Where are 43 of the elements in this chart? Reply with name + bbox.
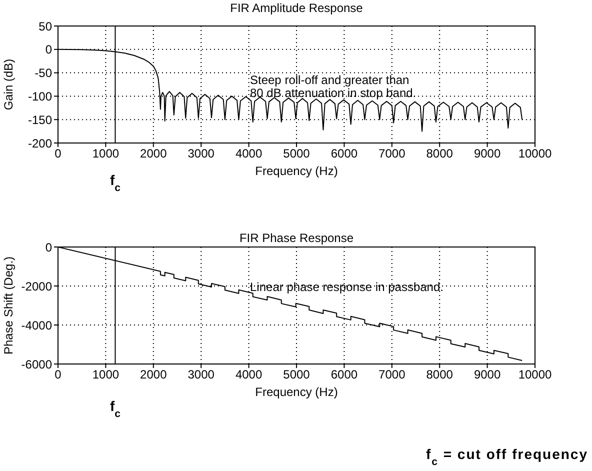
x-tick-label: 3000 (188, 368, 215, 382)
x-tick-label: 1000 (92, 146, 120, 161)
y-tick-label: -100 (28, 89, 52, 104)
chart-title: FIR Amplitude Response (230, 1, 364, 15)
x-axis-title: Frequency (Hz) (255, 164, 338, 178)
x-tick-label: 2000 (140, 368, 168, 382)
y-axis-title: Gain (dB) (1, 58, 16, 110)
x-tick-label: 6000 (330, 146, 358, 161)
x-tick-label: 5000 (283, 146, 310, 161)
x-tick-label: 10000 (518, 368, 552, 382)
annotation: Linear phase response in passband. (250, 280, 444, 294)
x-tick-label: 10000 (518, 146, 552, 161)
y-tick-label: -6000 (21, 357, 52, 372)
y-tick-label: -200 (28, 136, 52, 150)
x-tick-label: 0 (54, 146, 62, 161)
y-tick-label: 0 (45, 42, 52, 57)
x-tick-label: 7000 (378, 146, 406, 161)
x-tick-label: 5000 (283, 368, 310, 382)
x-tick-label: 6000 (330, 368, 358, 382)
y-axis-title: Phase Shift (Deg.) (1, 256, 16, 355)
x-tick-label: 4000 (235, 146, 262, 161)
y-tick-label: -2000 (21, 279, 52, 294)
ref-line-label: f$_{c}$ (110, 172, 121, 194)
x-axis-title: Frequency (Hz) (255, 385, 338, 399)
y-tick-label: 0 (45, 240, 52, 254)
x-tick-label: 9000 (474, 146, 501, 161)
ref-line-label: f$_{c}$ (110, 398, 121, 420)
x-tick-label: 8000 (426, 368, 454, 382)
x-tick-label: 8000 (426, 146, 454, 161)
x-tick-label: 7000 (378, 368, 406, 382)
x-tick-label: 4000 (235, 368, 262, 382)
y-tick-label: 50 (38, 19, 52, 34)
y-tick-label: -50 (34, 66, 52, 80)
y-tick-label: -4000 (21, 318, 52, 332)
text: f$_{c}$ = cut off frequency (426, 446, 588, 468)
x-tick-label: 3000 (188, 146, 215, 161)
x-tick-label: 2000 (140, 146, 168, 161)
y-tick-label: -150 (28, 112, 52, 127)
chart-title: FIR Phase Response (239, 231, 354, 245)
x-tick-label: 1000 (92, 368, 120, 382)
x-tick-label: 9000 (474, 368, 501, 382)
x-tick-label: 0 (54, 368, 62, 382)
annotation: Steep roll-off and greater than 80 dB attenuation in stop band. (250, 73, 416, 100)
